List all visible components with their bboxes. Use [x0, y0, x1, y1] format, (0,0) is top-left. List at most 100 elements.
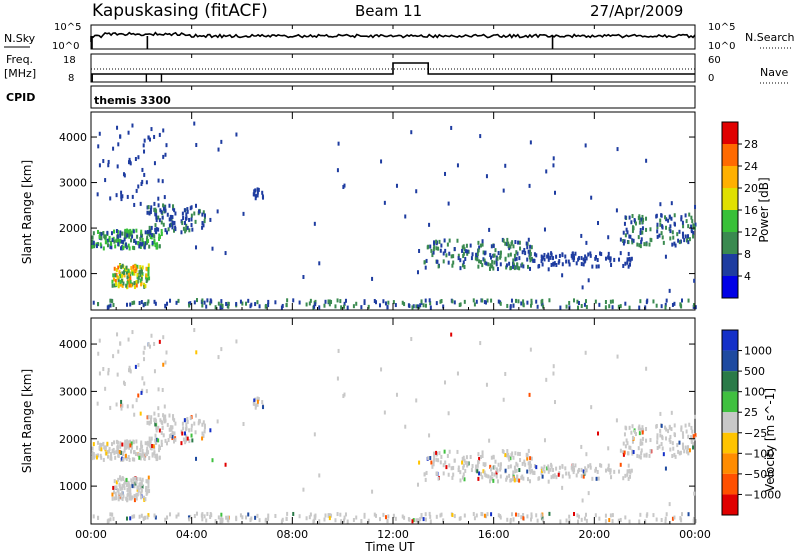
power-cell: [502, 238, 505, 243]
velocity-cell: [645, 438, 648, 443]
power-cell: [576, 299, 579, 304]
velocity-cell: [121, 496, 124, 501]
velocity-cell: [582, 474, 585, 479]
power-cell: [157, 178, 160, 183]
velocity-cell: [97, 515, 100, 520]
power-cell: [116, 275, 119, 280]
power-cell: [327, 299, 330, 304]
power-cell: [634, 221, 637, 226]
power-cell: [129, 161, 132, 166]
velocity-cell: [619, 462, 622, 467]
velocity-cell: [131, 457, 134, 462]
velocity-cell: [116, 332, 119, 337]
velocity-cell: [115, 439, 118, 444]
power-cell: [422, 303, 425, 308]
power-cell: [143, 138, 146, 143]
velocity-cell: [116, 488, 119, 493]
velocity-cell: [532, 470, 535, 475]
velocity-cell: [416, 518, 419, 523]
velocity-cell: [599, 463, 602, 468]
velocity-cell: [133, 498, 136, 503]
velocity-cell: [571, 463, 574, 468]
velocity-cell: [309, 512, 312, 517]
velocity-cell: [514, 451, 517, 456]
power-cell: [136, 279, 139, 284]
velocity-cell: [169, 512, 172, 517]
velocity-cell: [162, 433, 165, 438]
velocity-cell: [147, 414, 150, 419]
power-cell: [133, 238, 136, 243]
power-cell: [485, 300, 488, 305]
power-cell: [188, 303, 191, 308]
power-cell: [123, 273, 126, 278]
power-cell: [452, 260, 455, 265]
velocity-cell: [148, 439, 151, 444]
power-cell: [103, 234, 106, 239]
power-cell: [522, 264, 525, 269]
power-cell: [172, 204, 175, 209]
velocity-cell: [181, 431, 184, 436]
velocity-cell: [171, 425, 174, 430]
velocity-cell: [205, 518, 208, 523]
velocity-cell: [120, 399, 123, 404]
velocity-cell: [645, 366, 648, 371]
velocity-cell: [555, 475, 558, 480]
power-cell: [227, 304, 230, 309]
power-cell: [116, 125, 119, 130]
power-cell: [153, 299, 156, 304]
velocity-cell: [673, 423, 676, 428]
power-cell: [660, 213, 663, 218]
power-cell: [157, 215, 160, 220]
velocity-cell: [318, 519, 321, 524]
power-cell: [124, 242, 127, 247]
velocity-cell: [670, 410, 673, 415]
power-cell: [479, 260, 482, 265]
power-cell: [482, 250, 485, 255]
power-cell: [313, 221, 316, 226]
power-cell: [141, 167, 144, 172]
power-cell: [528, 253, 531, 258]
power-cell: [102, 231, 105, 236]
velocity-cell: [156, 453, 159, 458]
velocity-cell: [107, 371, 110, 376]
power-cell: [139, 265, 142, 270]
power-cell: [148, 137, 151, 142]
power-cell: [97, 144, 100, 149]
power-cell: [641, 230, 644, 235]
velocity-cell: [184, 427, 187, 432]
velocity-cell: [124, 442, 127, 447]
power-cell: [177, 298, 180, 303]
velocity-cell: [313, 432, 316, 437]
power-cell: [119, 279, 122, 284]
power-cell: [670, 201, 673, 206]
power-cell: [136, 264, 139, 269]
velocity-cell: [510, 512, 513, 517]
power-cell: [681, 220, 684, 225]
power-cell: [120, 194, 123, 199]
power-cell: [128, 157, 131, 162]
power-cell: [122, 245, 125, 250]
power-cell: [143, 172, 146, 177]
velocity-cell: [130, 441, 133, 446]
velocity-cell: [165, 441, 168, 446]
power-cell: [203, 300, 206, 305]
velocity-cell: [656, 435, 659, 440]
velocity-cell: [634, 429, 637, 434]
power-cell: [106, 238, 109, 243]
velocity-cell: [99, 453, 102, 458]
power-cell: [564, 254, 567, 259]
power-cell: [661, 224, 664, 229]
power-cell: [466, 249, 469, 254]
power-cell: [694, 305, 697, 310]
power-cell: [508, 261, 511, 266]
power-cell: [582, 257, 585, 262]
power-cell: [561, 262, 564, 267]
velocity-cell: [638, 431, 641, 436]
velocity-cell: [660, 442, 663, 447]
velocity-cell: [117, 349, 120, 354]
velocity-cell: [141, 449, 144, 454]
velocity-cell: [155, 425, 158, 430]
colorbar-tick-label: 100: [744, 386, 765, 399]
velocity-cell: [516, 478, 519, 483]
velocity-cell: [160, 419, 163, 424]
